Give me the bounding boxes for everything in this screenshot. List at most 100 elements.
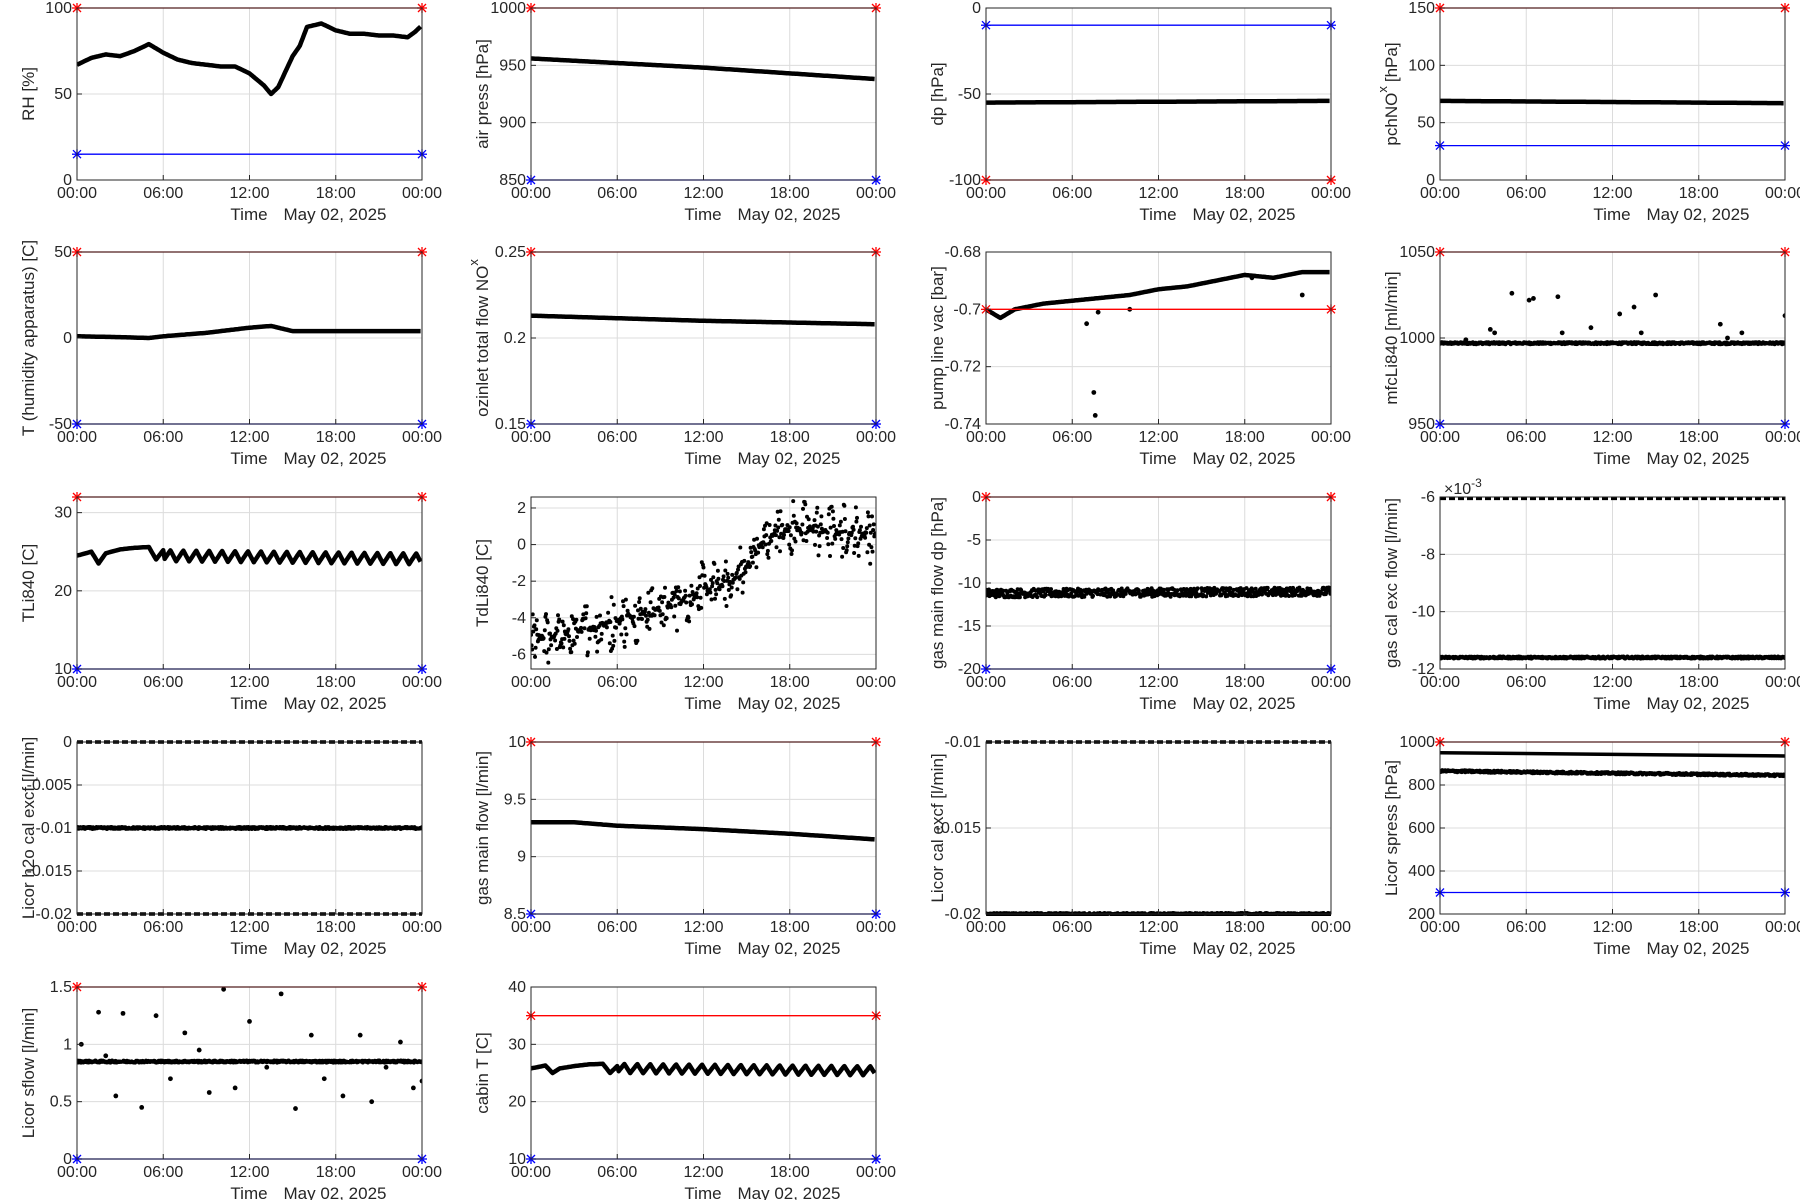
y-axis-label-text: mfcLi840 [ml/min] — [1382, 271, 1401, 404]
x-tick-label: 00:00 — [511, 919, 551, 936]
x-axis-label: Time — [684, 939, 721, 958]
date-label: May 02, 2025 — [1192, 939, 1295, 958]
x-tick-label: 00:00 — [1765, 429, 1800, 446]
outlier-point — [1526, 297, 1532, 303]
x-tick-label: 00:00 — [1420, 185, 1460, 202]
outlier-point — [1249, 275, 1255, 281]
series-line — [77, 323, 422, 341]
y-tick-label: 30 — [508, 1036, 526, 1053]
y-tick-label: 0 — [63, 172, 72, 189]
series-line — [531, 1061, 876, 1078]
y-tick-label: -6 — [512, 646, 526, 663]
outlier-point — [1725, 335, 1730, 341]
y-axis-label-subscript: x — [1375, 86, 1390, 93]
y-tick-label: -10 — [1412, 604, 1435, 621]
y-tick-label: 900 — [499, 115, 526, 132]
x-tick-label: 00:00 — [57, 429, 97, 446]
x-tick-label: 00:00 — [856, 429, 896, 446]
y-tick-label: -0.005 — [27, 777, 72, 794]
x-tick-label: 00:00 — [1311, 919, 1351, 936]
x-tick-label: 00:00 — [402, 919, 442, 936]
y-tick-label: -0.015 — [27, 863, 72, 880]
x-tick-label: 00:00 — [1420, 919, 1460, 936]
y-axis-label-subscript: x — [466, 259, 481, 266]
x-tick-label: 00:00 — [402, 429, 442, 446]
x-axis-label: Time — [1139, 939, 1176, 958]
series-points — [77, 1058, 422, 1065]
y-axis-label: RH [%] — [19, 67, 38, 121]
x-tick-label: 12:00 — [683, 185, 723, 202]
x-tick-label: 18:00 — [1679, 185, 1719, 202]
x-tick-label: 00:00 — [57, 1164, 97, 1181]
x-tick-label: 00:00 — [57, 674, 97, 691]
x-tick-label: 12:00 — [229, 185, 269, 202]
y-tick-label: 1 — [63, 1036, 72, 1053]
y-tick-label: 950 — [1408, 416, 1435, 433]
chart-panel: 0 50 100 00:00 06:00 12:00 18:00 00:00 Time May 0… — [19, 0, 442, 224]
outlier-point — [410, 1085, 416, 1091]
y-tick-label: -0.68 — [945, 244, 982, 261]
outlier-point — [308, 1032, 314, 1038]
y-axis-label: T (humidity apparatus) [C] — [19, 240, 38, 436]
x-tick-label: 12:00 — [1592, 674, 1632, 691]
series-points — [986, 585, 1331, 600]
x-tick-label: 00:00 — [57, 919, 97, 936]
series-line — [531, 820, 876, 842]
series-line — [986, 269, 1331, 321]
y-tick-label: -20 — [958, 661, 981, 678]
outlier-point — [1091, 390, 1097, 395]
data-series — [531, 1061, 876, 1078]
outlier-point — [1509, 290, 1515, 296]
y-exponent-label: ×10-3 — [1444, 476, 1482, 498]
x-tick-label: 18:00 — [316, 674, 356, 691]
x-tick-label: 06:00 — [1506, 185, 1546, 202]
date-label: May 02, 2025 — [1192, 449, 1295, 468]
outlier-point — [221, 986, 227, 992]
y-axis-label-text: air press [hPa] — [473, 39, 492, 149]
x-tick-label: 00:00 — [966, 919, 1006, 936]
data-series — [1440, 496, 1785, 661]
data-series — [1440, 98, 1785, 106]
x-tick-label: 12:00 — [1592, 429, 1632, 446]
y-tick-label: 600 — [1408, 820, 1435, 837]
y-tick-label: 950 — [499, 57, 526, 74]
y-tick-label: -4 — [512, 610, 526, 627]
x-tick-label: 18:00 — [316, 185, 356, 202]
data-series — [986, 269, 1331, 418]
x-axis-label: Time — [684, 1184, 721, 1200]
y-tick-label: 50 — [1417, 115, 1435, 132]
chart-panel: -0.02 -0.015 -0.01 00:00 06:00 12:00 18:00 00:0… — [928, 734, 1351, 958]
x-tick-label: 00:00 — [966, 674, 1006, 691]
x-tick-label: 12:00 — [683, 429, 723, 446]
y-tick-label: 0 — [63, 734, 72, 751]
outlier-point — [321, 1076, 327, 1082]
outlier-point — [369, 1099, 375, 1105]
x-tick-label: 06:00 — [597, 919, 637, 936]
x-tick-label: 12:00 — [1138, 429, 1178, 446]
y-tick-label: -12 — [1412, 661, 1435, 678]
x-tick-label: 18:00 — [770, 1164, 810, 1181]
x-tick-label: 06:00 — [1052, 919, 1092, 936]
y-tick-label: 40 — [508, 979, 526, 996]
y-tick-label: -0.74 — [945, 416, 982, 433]
outlier-point — [419, 1078, 422, 1084]
data-series — [531, 56, 876, 82]
x-tick-label: 00:00 — [1765, 674, 1800, 691]
y-tick-label: 1000 — [1399, 734, 1435, 751]
x-tick-label: 00:00 — [1311, 429, 1351, 446]
x-axis-label: Time — [230, 205, 267, 224]
outlier-point — [182, 1030, 188, 1036]
series-line — [1440, 98, 1785, 106]
x-tick-label: 18:00 — [1225, 919, 1265, 936]
y-axis-label-suffix: [hPa] — [1382, 42, 1401, 82]
y-axis-label: air press [hPa] — [473, 39, 492, 149]
y-tick-label: 20 — [508, 1094, 526, 1111]
y-axis-label: pump line vac [bar] — [928, 266, 947, 410]
chart-panel: -0.74 -0.72 -0.7 -0.68 00:00 06:00 12:00 18:00 0… — [928, 244, 1351, 468]
x-tick-label: 18:00 — [770, 674, 810, 691]
outlier-point — [168, 1076, 173, 1082]
y-tick-label: 2 — [517, 500, 526, 517]
date-label: May 02, 2025 — [737, 449, 840, 468]
y-tick-label: 1.5 — [50, 979, 72, 996]
x-tick-label: 18:00 — [1225, 185, 1265, 202]
